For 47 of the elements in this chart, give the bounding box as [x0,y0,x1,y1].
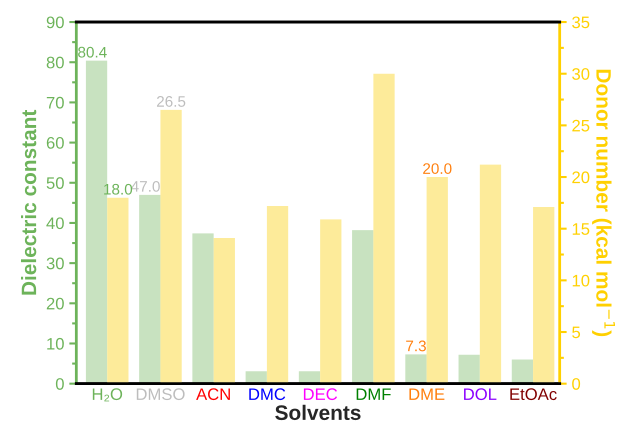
bar [320,219,342,384]
data-label: 80.4 [78,46,107,58]
bar [426,177,448,384]
y2-tick-label: 0 [572,378,580,390]
x-axis-title: Solvents [275,404,361,420]
y-axis-title: Dielectric constant [21,110,36,295]
data-label: 18.0 [104,184,132,195]
x-tick-label: DMF [356,388,391,400]
data-label: 7.3 [406,340,426,352]
y-tick-label: 80 [46,56,64,68]
y2-tick-label: 30 [572,68,590,80]
x-tick-label: DMC [249,388,286,400]
data-label: 20.0 [423,163,452,174]
y-tick-label: 70 [46,96,64,109]
x-tick-label: ACN [196,388,230,400]
x-tick-label: DME [409,388,444,400]
y-tick-label: 50 [46,177,64,189]
data-label: 26.5 [156,96,186,107]
y-tick-label: 90 [46,16,64,28]
y2-tick-label: 5 [572,326,580,338]
bar [512,360,534,384]
bar [373,74,395,384]
bar [298,371,320,384]
bar [405,354,427,384]
bar [246,371,267,384]
bar [458,354,480,384]
bar [480,164,502,384]
y2-tick-label: 25 [572,120,590,132]
bar [266,206,288,384]
y-tick-label: 20 [46,298,64,310]
y-tick-label: 40 [46,217,64,230]
bar [533,206,554,384]
y2-tick-label: 35 [572,16,590,28]
y2-axis-title: Donor number (kcal mol$^{−1}$) [592,70,616,336]
x-tick-label: H₂O [92,388,122,402]
x-tick-label: EtOAc [510,388,557,400]
y2-tick-label: 15 [572,223,590,235]
y-tick-label: 60 [46,136,64,149]
x-tick-label: DOL [464,388,496,400]
y-tick-label: 10 [47,338,64,350]
x-tick-label: DMSO [136,388,185,400]
y2-tick-label: 10 [572,274,590,287]
y-tick-label: 0 [56,378,64,390]
y2-tick-label: 20 [572,171,590,184]
data-label: 47.0 [131,180,160,192]
y-tick-label: 30 [46,258,64,270]
x-tick-label: DEC [304,388,338,400]
